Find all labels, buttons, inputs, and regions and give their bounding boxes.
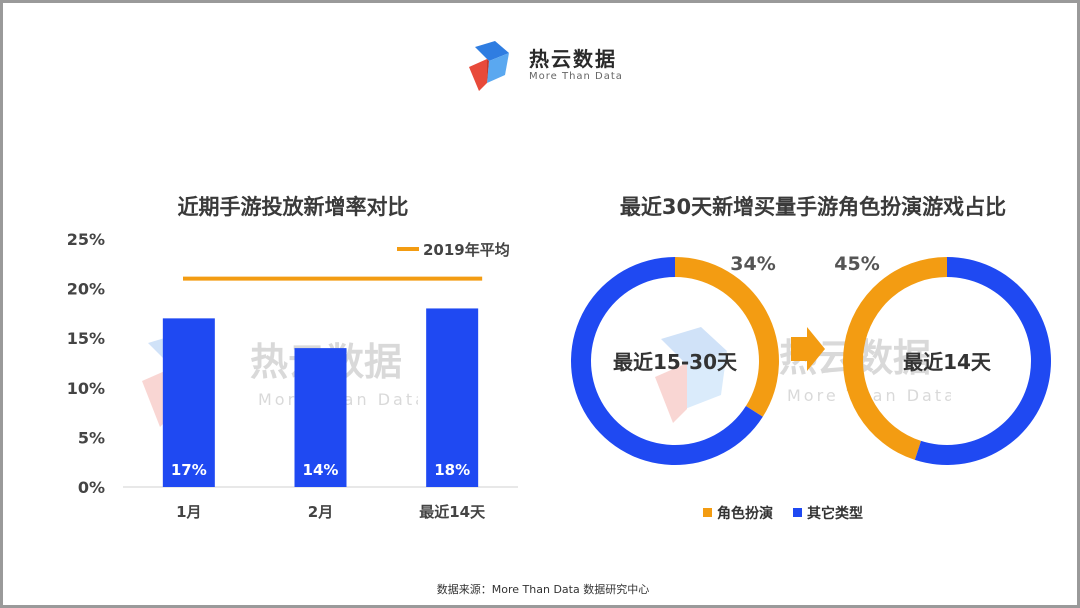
y-tick-label: 0% [78,478,105,497]
donut-slice-role-play [675,257,779,417]
bar-data-label: 17% [171,461,207,479]
brand-name: 热云数据 [529,47,617,71]
donut-charts: 最近15-30天 34% 最近14天 45% 角色扮演 其它类型 [571,253,1051,522]
donut-slice-other [914,257,1051,465]
donut-chart-title: 最近30天新增买量手游角色扮演游戏占比 [619,195,1007,219]
brand-logo: 热云数据 More Than Data [465,39,635,95]
bar-data-label: 18% [434,461,470,479]
donut-slice-role-play [842,257,947,460]
legend-label-average: 2019年平均 [423,241,510,259]
bar-chart-title: 近期手游投放新增率对比 [177,195,409,219]
arrow-right-icon [791,327,825,371]
donut-percent-label: 45% [834,253,879,275]
donut-center-label: 最近15-30天 [613,350,738,374]
legend-swatch [703,508,712,517]
data-source-footer: 数据来源：More Than Data 数据研究中心 [436,583,650,596]
donut-center-label: 最近14天 [903,350,992,374]
y-tick-label: 20% [67,280,105,299]
bar-data-label: 14% [303,461,339,479]
donut-percent-label: 34% [730,253,775,275]
y-tick-label: 25% [67,230,105,249]
y-tick-label: 10% [67,379,105,398]
bar-chart: 0% 5% 10% 15% 20% 25% 17% 1月 14% 2月 18% 最近14天 2019年平… [67,230,518,521]
y-tick-label: 5% [78,428,105,447]
legend-label: 角色扮演 [717,505,773,522]
legend-swatch [793,508,802,517]
bar [426,308,479,487]
brand-logo-icon [469,41,509,91]
x-tick-label: 最近14天 [419,503,486,521]
legend-label: 其它类型 [807,505,863,522]
bar [294,348,347,487]
x-tick-label: 1月 [176,503,201,521]
brand-tagline: More Than Data [529,71,623,82]
bar [162,318,215,487]
y-tick-label: 15% [67,329,105,348]
x-tick-label: 2月 [308,503,333,521]
svg-text:More Than Data: More Than Data [787,386,951,405]
